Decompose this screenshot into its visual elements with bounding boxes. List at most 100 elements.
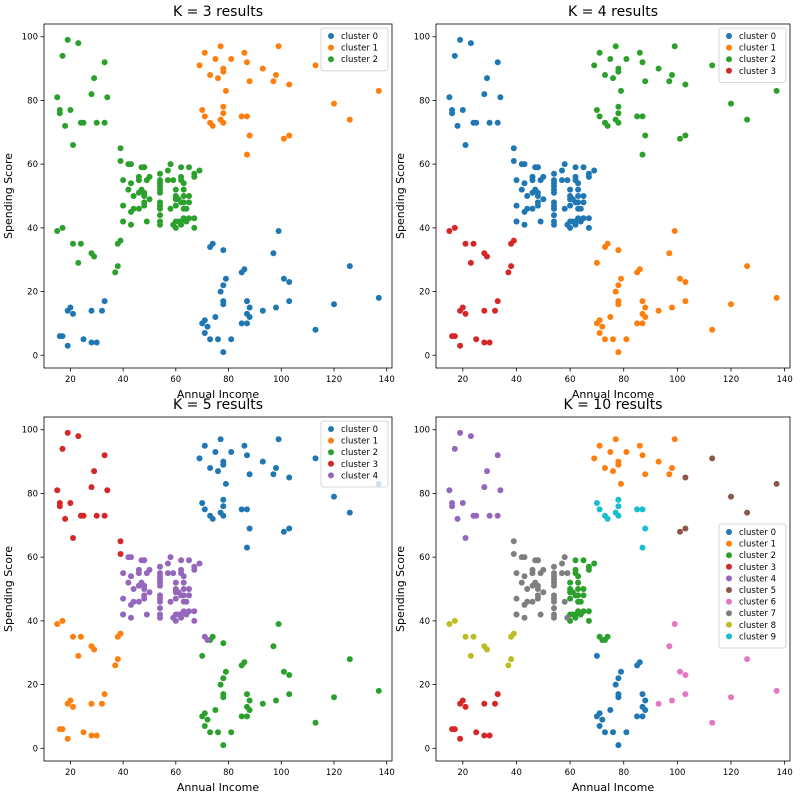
data-point: [575, 193, 582, 199]
data-point: [172, 617, 179, 624]
data-point: [459, 107, 466, 113]
data-point: [580, 592, 587, 599]
data-point: [618, 480, 624, 487]
data-point: [510, 158, 517, 164]
data-point: [275, 621, 282, 627]
data-point: [682, 474, 689, 481]
y-tick-label: 40: [419, 224, 430, 234]
data-point: [246, 132, 253, 139]
data-point: [596, 330, 603, 336]
data-point: [172, 579, 179, 586]
data-point: [157, 598, 163, 605]
data-point: [513, 595, 520, 602]
data-point: [91, 253, 98, 260]
y-tick-label: 20: [27, 288, 38, 298]
data-point: [244, 452, 250, 459]
data-point: [642, 304, 649, 311]
data-point: [212, 314, 219, 320]
y-tick-label: 40: [419, 617, 430, 627]
data-point: [671, 436, 678, 443]
legend-label: cluster 4: [739, 574, 776, 584]
data-point: [593, 500, 600, 506]
data-point: [164, 177, 171, 184]
data-point: [157, 212, 163, 219]
data-point: [513, 611, 520, 618]
data-point: [773, 294, 780, 301]
data-point: [615, 103, 622, 110]
data-point: [524, 586, 531, 592]
data-point: [510, 237, 517, 244]
data-point: [534, 193, 541, 199]
data-point: [615, 461, 622, 468]
data-point: [228, 729, 235, 736]
data-point: [167, 598, 174, 605]
data-point: [669, 304, 675, 311]
legend-marker: [328, 449, 334, 456]
data-point: [449, 110, 456, 117]
data-point: [481, 339, 488, 346]
data-point: [201, 330, 208, 336]
data-point: [280, 528, 287, 535]
data-point: [59, 333, 66, 340]
data-point: [241, 442, 248, 449]
legend-label: cluster 2: [341, 55, 378, 65]
data-point: [196, 560, 203, 567]
data-point: [120, 595, 127, 602]
data-point: [172, 224, 179, 231]
data-point: [451, 224, 458, 231]
data-point: [201, 723, 208, 729]
data-point: [596, 723, 603, 729]
data-point: [157, 170, 163, 177]
legend-marker: [328, 56, 334, 63]
data-point: [634, 320, 641, 327]
data-point: [246, 78, 253, 85]
data-point: [273, 697, 279, 704]
data-point: [104, 487, 111, 494]
data-point: [510, 145, 517, 152]
x-tick-label: 80: [223, 768, 234, 778]
data-point: [449, 503, 456, 510]
data-point: [209, 633, 216, 640]
data-point: [101, 452, 108, 459]
legend-label: cluster 0: [341, 32, 378, 42]
data-point: [494, 512, 501, 519]
data-point: [286, 672, 293, 678]
data-point: [473, 729, 480, 736]
data-point: [596, 49, 603, 56]
data-point: [128, 180, 134, 187]
data-point: [246, 471, 253, 478]
data-point: [204, 323, 211, 330]
data-point: [209, 240, 216, 247]
data-point: [534, 586, 541, 592]
data-point: [259, 307, 266, 314]
data-point: [534, 164, 541, 171]
data-point: [88, 91, 95, 98]
data-point: [623, 56, 630, 62]
data-point: [130, 205, 137, 212]
data-point: [220, 68, 227, 75]
x-tick-label: 40: [511, 768, 522, 778]
data-point: [481, 307, 488, 314]
data-point: [484, 75, 490, 82]
data-point: [744, 263, 751, 270]
data-point: [80, 119, 87, 126]
data-point: [244, 113, 250, 120]
data-point: [567, 186, 574, 193]
legend-marker: [726, 552, 732, 559]
legend-marker: [726, 621, 732, 628]
data-point: [62, 515, 69, 522]
data-point: [473, 119, 480, 126]
data-point: [585, 617, 592, 624]
data-point: [494, 298, 501, 305]
data-point: [241, 266, 248, 273]
data-point: [610, 75, 616, 82]
x-tick-label: 20: [65, 768, 76, 778]
data-point: [486, 732, 493, 739]
data-point: [591, 560, 598, 567]
legend-label: cluster 4: [341, 471, 378, 481]
data-point: [346, 263, 353, 270]
data-point: [585, 224, 592, 231]
data-point: [610, 336, 616, 343]
data-point: [521, 221, 528, 228]
data-point: [615, 110, 622, 117]
